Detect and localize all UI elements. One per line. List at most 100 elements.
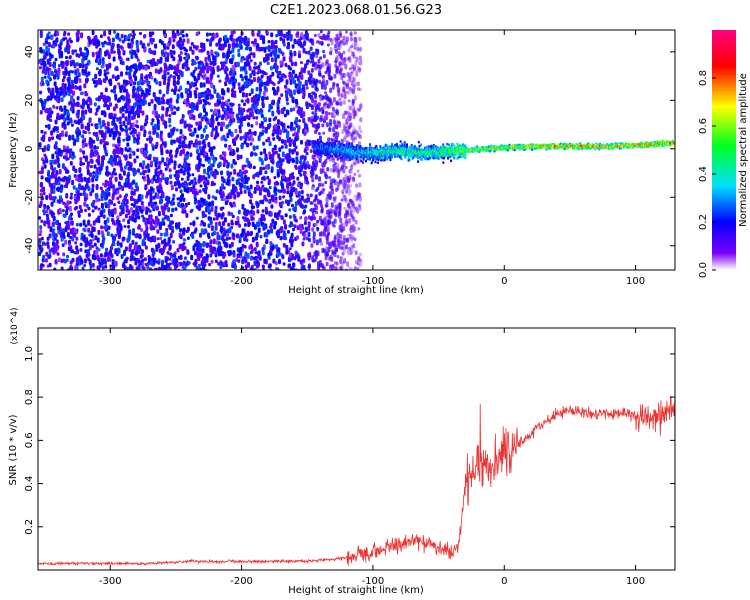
heatmap-cell xyxy=(115,66,119,72)
heatmap-cell xyxy=(320,231,324,237)
heatmap-cell xyxy=(112,167,116,172)
heatmap-cell xyxy=(274,150,278,155)
heatmap-cell xyxy=(246,97,250,104)
heatmap-cell xyxy=(100,110,104,116)
heatmap-cell xyxy=(112,265,115,270)
heatmap-cell xyxy=(272,137,276,141)
heatmap-cell xyxy=(219,154,223,160)
heatmap-cell xyxy=(270,168,274,173)
heatmap-cell xyxy=(173,267,177,270)
heatmap-cell xyxy=(166,264,170,269)
heatmap-cell xyxy=(47,177,51,183)
heatmap-cell xyxy=(210,131,214,138)
heatmap-cell xyxy=(281,254,285,260)
heatmap-cell xyxy=(109,180,113,187)
heatmap-cell xyxy=(352,216,356,222)
heatmap-cell xyxy=(329,87,333,93)
heatmap-cell xyxy=(83,228,87,233)
heatmap-cell xyxy=(170,184,174,191)
heatmap-cell xyxy=(52,104,56,109)
heatmap-cell xyxy=(248,129,252,135)
heatmap-cell xyxy=(309,46,313,51)
heatmap-cell xyxy=(69,160,73,166)
heatmap-cell xyxy=(247,115,251,121)
heatmap-cell xyxy=(126,142,130,147)
heatmap-cell xyxy=(185,33,189,38)
heatmap-cell xyxy=(81,101,85,106)
heatmap-cell xyxy=(89,99,93,106)
heatmap-cell xyxy=(69,107,73,112)
heatmap-cell xyxy=(255,121,259,126)
heatmap-cell xyxy=(61,228,65,233)
heatmap-cell xyxy=(195,105,199,111)
heatmap-cell xyxy=(42,254,46,259)
heatmap-cell xyxy=(218,37,222,42)
heatmap-cell xyxy=(288,252,292,259)
heatmap-cell xyxy=(95,97,99,101)
heatmap-cell xyxy=(246,185,249,190)
heatmap-cell xyxy=(309,216,313,221)
heatmap-cell xyxy=(340,93,344,98)
heatmap-cell xyxy=(144,224,148,228)
heatmap-cell xyxy=(75,53,79,58)
heatmap-cell xyxy=(245,180,249,184)
heatmap-cell xyxy=(222,238,226,245)
heatmap-cell xyxy=(205,91,209,96)
heatmap-cell xyxy=(299,41,303,48)
heatmap-cell xyxy=(322,54,326,59)
heatmap-cell xyxy=(280,215,284,221)
heatmap-cell xyxy=(129,124,133,129)
heatmap-cell xyxy=(166,71,170,76)
heatmap-cell xyxy=(44,258,48,263)
heatmap-cell xyxy=(116,241,120,247)
heatmap-cell xyxy=(104,87,108,93)
heatmap-cell xyxy=(321,168,325,174)
heatmap-cell xyxy=(144,184,148,190)
heatmap-cell xyxy=(318,199,322,204)
heatmap-cell xyxy=(200,42,204,49)
heatmap-cell xyxy=(293,215,297,222)
heatmap-cell xyxy=(171,220,174,225)
heatmap-cell xyxy=(259,199,263,204)
heatmap-cell xyxy=(252,145,256,151)
heatmap-cell xyxy=(194,90,197,94)
heatmap-cell xyxy=(232,30,236,34)
heatmap-cell xyxy=(359,129,363,133)
heatmap-cell xyxy=(263,177,267,181)
heatmap-cell xyxy=(69,89,73,94)
heatmap-cell xyxy=(276,74,280,79)
heatmap-cell xyxy=(106,256,110,262)
heatmap-cell xyxy=(207,232,210,238)
heatmap-cell xyxy=(120,168,124,172)
heatmap-cell xyxy=(234,220,238,226)
heatmap-cell xyxy=(94,192,98,199)
heatmap-cell xyxy=(56,74,60,80)
heatmap-cell xyxy=(192,245,196,252)
heatmap-cell xyxy=(280,227,284,233)
heatmap-cell xyxy=(278,136,281,142)
heatmap-cell xyxy=(70,192,74,196)
heatmap-cell xyxy=(283,188,286,194)
heatmap-cell xyxy=(345,39,349,45)
heatmap-cell xyxy=(347,178,350,184)
heatmap-cell xyxy=(261,95,265,102)
heatmap-cell xyxy=(143,257,147,262)
heatmap-cell xyxy=(229,269,231,270)
heatmap-cell xyxy=(75,257,79,263)
heatmap-cell xyxy=(52,44,56,49)
heatmap-cell xyxy=(78,167,82,173)
heatmap-cell xyxy=(82,114,86,121)
heatmap-cell xyxy=(325,261,329,267)
heatmap-cell xyxy=(40,187,44,192)
heatmap-cell xyxy=(172,80,176,87)
heatmap-cell xyxy=(237,254,240,258)
heatmap-cell xyxy=(335,66,339,71)
heatmap-cell xyxy=(121,113,125,119)
heatmap-cell xyxy=(214,213,218,217)
heatmap-cell xyxy=(158,160,162,166)
heatmap-cell xyxy=(346,128,350,134)
heatmap-cell xyxy=(229,151,233,156)
heatmap-cell xyxy=(238,129,242,134)
heatmap-cell xyxy=(248,46,252,52)
heatmap-cell xyxy=(112,242,116,247)
